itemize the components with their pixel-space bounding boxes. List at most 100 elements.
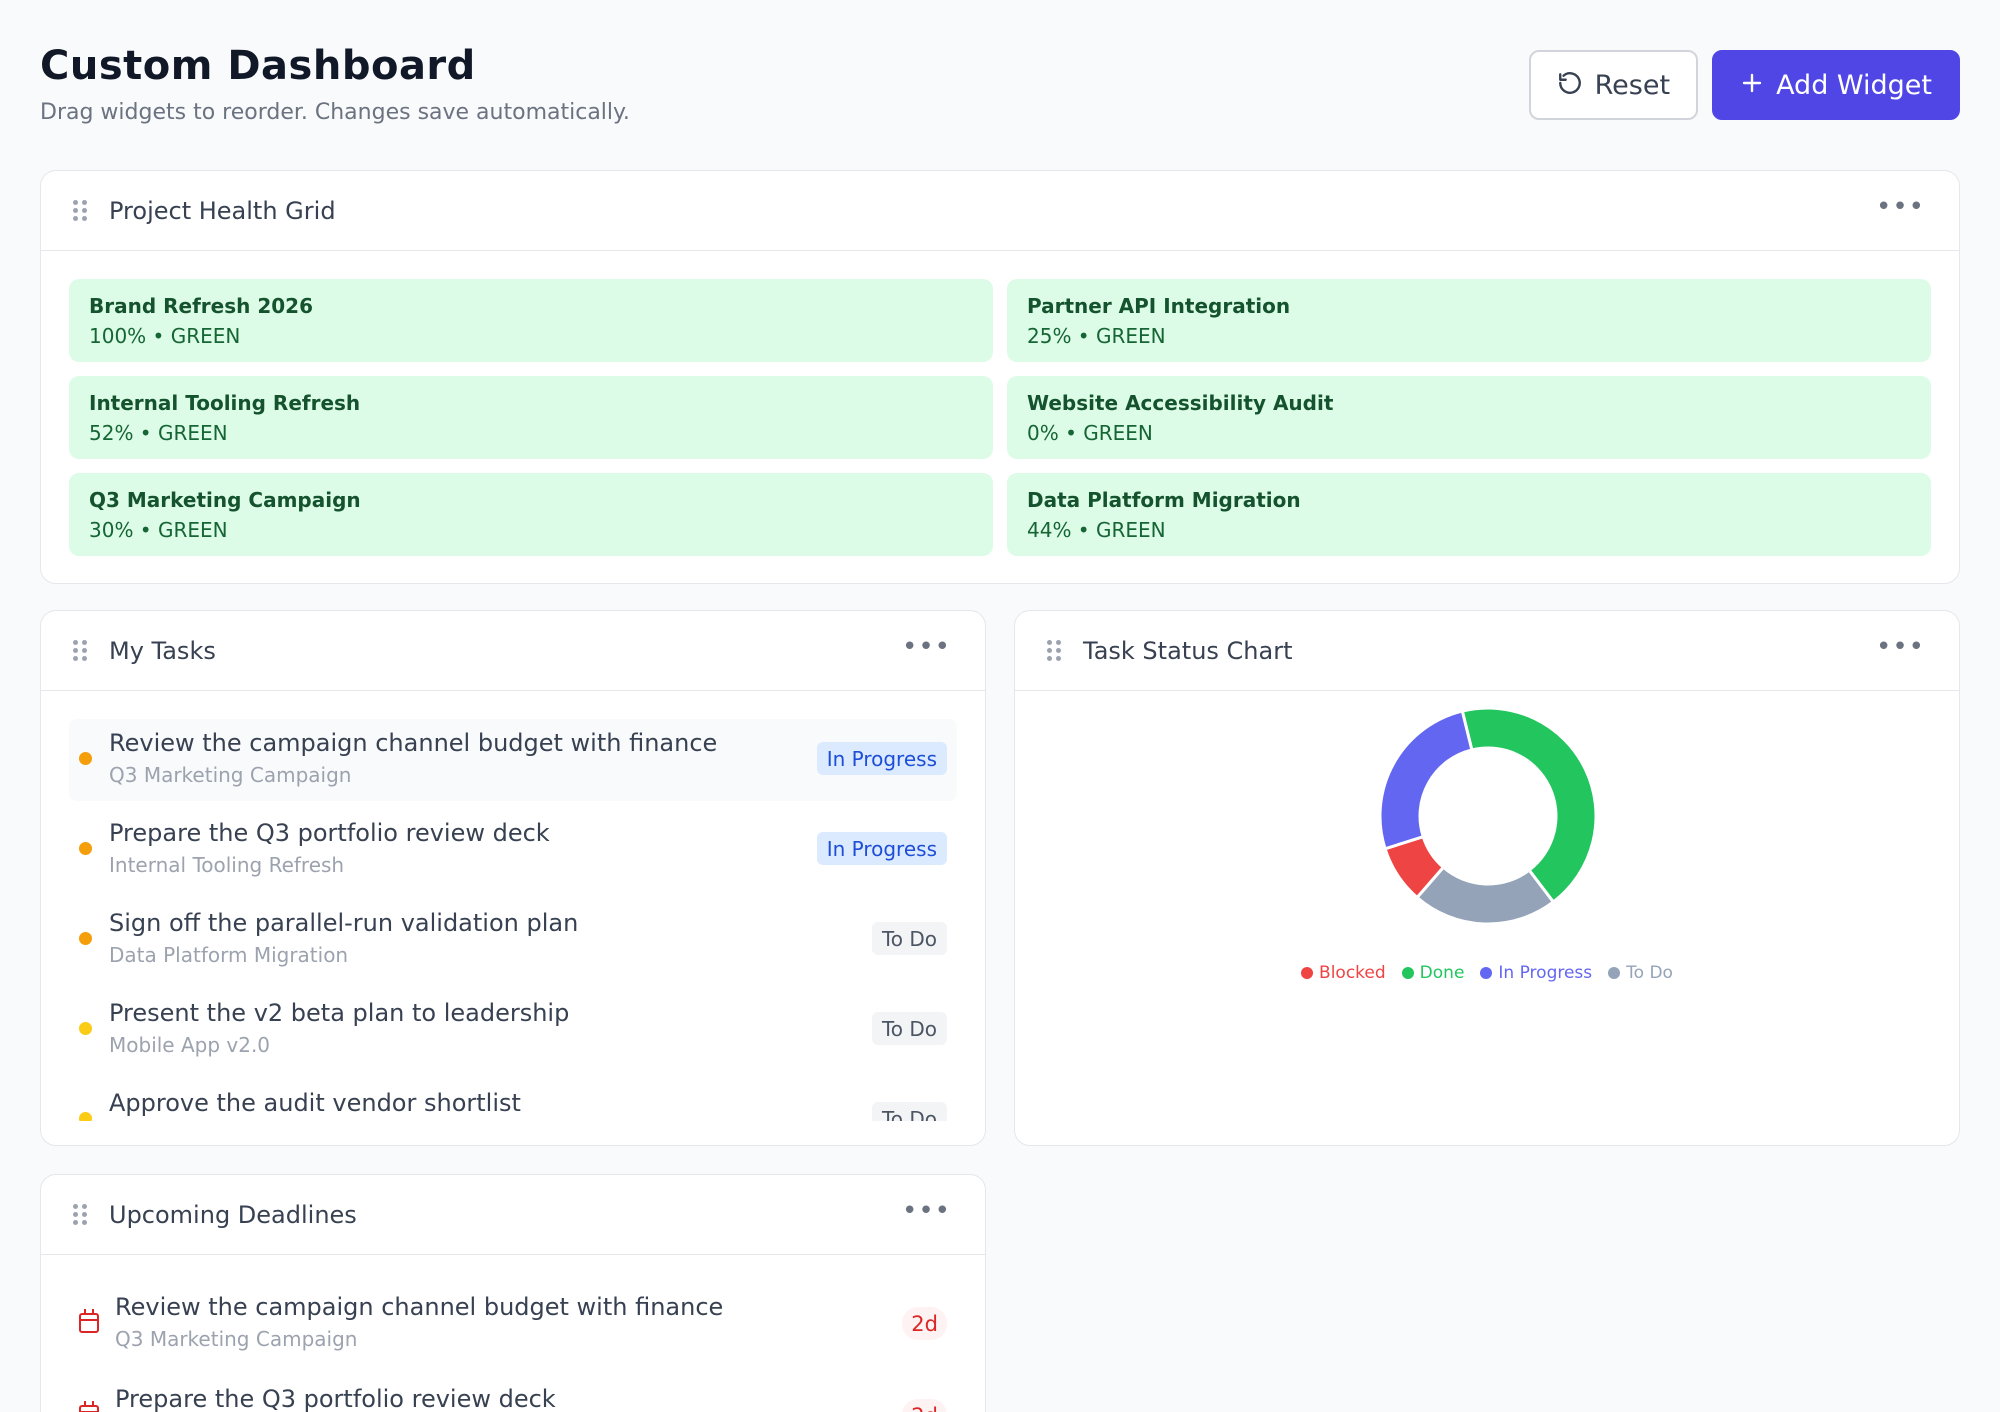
deadline-title: Prepare the Q3 portfolio review deck [115, 1385, 556, 1412]
task-title: Review the campaign channel budget with … [109, 729, 718, 757]
task-status-chart-widget: Task Status Chart ••• Blocked Done In Prog… [1014, 610, 1960, 1146]
page-header: Custom Dashboard Drag widgets to reorder… [40, 40, 1960, 130]
reset-button[interactable]: Reset [1528, 50, 1699, 120]
task-project: Data Platform Migration [109, 943, 349, 967]
status-badge: To Do [871, 1102, 947, 1121]
widget-header: Task Status Chart ••• [1015, 611, 1959, 691]
project-health-widget: Project Health Grid ••• Brand Refresh 20… [40, 170, 1960, 584]
task-title: Approve the audit vendor shortlist [109, 1089, 521, 1117]
more-menu-icon[interactable]: ••• [901, 1196, 951, 1226]
health-grid: Brand Refresh 2026 100% • GREEN Partner A… [69, 279, 1931, 556]
legend-item[interactable]: To Do [1608, 963, 1673, 983]
task-row[interactable]: Approve the audit vendor shortlist To Do [69, 1079, 957, 1121]
calendar-icon [79, 1401, 99, 1412]
more-menu-icon[interactable]: ••• [1875, 632, 1925, 662]
widget-title: My Tasks [109, 636, 216, 665]
health-card[interactable]: Data Platform Migration 44% • GREEN [1007, 473, 1931, 556]
task-title: Present the v2 beta plan to leadership [109, 999, 570, 1027]
deadline-title: Review the campaign channel budget with … [115, 1293, 724, 1321]
donut-slice-done[interactable] [1460, 706, 1598, 905]
donut-chart [1378, 706, 1598, 926]
drag-handle-icon[interactable] [73, 639, 87, 662]
reset-button-label: Reset [1594, 69, 1671, 101]
task-project: Internal Tooling Refresh [109, 853, 345, 877]
deadline-list: Review the campaign channel budget with … [69, 1283, 957, 1412]
priority-dot [79, 932, 92, 945]
health-card[interactable]: Brand Refresh 2026 100% • GREEN [69, 279, 993, 362]
task-row[interactable]: Prepare the Q3 portfolio review deck Int… [69, 809, 957, 891]
legend-label: Done [1419, 963, 1465, 983]
donut-slice-in-progress[interactable] [1378, 709, 1474, 851]
task-project: Q3 Marketing Campaign [109, 763, 352, 787]
health-card-meta: 0% • GREEN [1027, 421, 1153, 445]
deadline-row[interactable]: Review the campaign channel budget with … [69, 1283, 957, 1375]
status-badge: In Progress [816, 832, 947, 865]
refresh-icon [1557, 70, 1583, 101]
status-badge: To Do [871, 1012, 947, 1045]
upcoming-deadlines-widget: Upcoming Deadlines ••• Review the campai… [40, 1174, 986, 1412]
legend-swatch [1401, 967, 1414, 979]
status-badge: To Do [871, 922, 947, 955]
plus-icon [1740, 71, 1764, 100]
health-card-meta: 30% • GREEN [89, 518, 228, 542]
task-row[interactable]: Sign off the parallel-run validation pla… [69, 899, 957, 981]
legend-swatch [1608, 967, 1621, 979]
health-card[interactable]: Q3 Marketing Campaign 30% • GREEN [69, 473, 993, 556]
legend-label: In Progress [1498, 963, 1593, 983]
health-card-name: Data Platform Migration [1027, 488, 1301, 512]
my-tasks-widget: My Tasks ••• Review the campaign channel… [40, 610, 986, 1146]
legend-label: To Do [1626, 963, 1673, 983]
legend-swatch [1301, 967, 1314, 979]
drag-handle-icon[interactable] [73, 199, 87, 222]
health-card-name: Brand Refresh 2026 [89, 294, 313, 318]
drag-handle-icon[interactable] [73, 1203, 87, 1226]
add-widget-button-label: Add Widget [1776, 69, 1932, 101]
due-badge: 2d [902, 1399, 947, 1412]
calendar-icon [79, 1309, 99, 1333]
widget-header: Project Health Grid ••• [41, 171, 1959, 251]
status-badge: In Progress [816, 742, 947, 775]
health-card-meta: 52% • GREEN [89, 421, 228, 445]
widget-title: Project Health Grid [109, 196, 336, 225]
more-menu-icon[interactable]: ••• [901, 632, 951, 662]
deadline-row[interactable]: Prepare the Q3 portfolio review deck 2d [69, 1375, 957, 1412]
page-title: Custom Dashboard [40, 43, 476, 89]
health-card[interactable]: Internal Tooling Refresh 52% • GREEN [69, 376, 993, 459]
health-card[interactable]: Website Accessibility Audit 0% • GREEN [1007, 376, 1931, 459]
priority-dot [79, 842, 92, 855]
widget-title: Task Status Chart [1083, 636, 1293, 665]
task-list: Review the campaign channel budget with … [69, 719, 957, 1121]
legend-swatch [1480, 967, 1493, 979]
due-badge: 2d [902, 1307, 947, 1340]
legend-item[interactable]: Blocked [1301, 963, 1386, 983]
chart-legend: Blocked Done In Progress To Do [1015, 963, 1959, 983]
header-actions: Reset Add Widget [1528, 50, 1960, 120]
widget-header: My Tasks ••• [41, 611, 985, 691]
priority-dot [79, 752, 92, 765]
add-widget-button[interactable]: Add Widget [1712, 50, 1960, 120]
deadline-project: Q3 Marketing Campaign [115, 1327, 358, 1351]
task-title: Sign off the parallel-run validation pla… [109, 909, 579, 937]
task-row[interactable]: Present the v2 beta plan to leadership M… [69, 989, 957, 1071]
health-card-name: Q3 Marketing Campaign [89, 488, 361, 512]
widget-title: Upcoming Deadlines [109, 1200, 357, 1229]
chart-area: Blocked Done In Progress To Do [1015, 691, 1959, 1145]
priority-dot [79, 1112, 92, 1121]
health-card-name: Partner API Integration [1027, 294, 1291, 318]
page-subtitle: Drag widgets to reorder. Changes save au… [40, 100, 630, 125]
legend-item[interactable]: In Progress [1480, 963, 1592, 983]
health-card[interactable]: Partner API Integration 25% • GREEN [1007, 279, 1931, 362]
health-card-name: Internal Tooling Refresh [89, 391, 361, 415]
health-card-name: Website Accessibility Audit [1027, 391, 1334, 415]
health-card-meta: 25% • GREEN [1027, 324, 1166, 348]
legend-label: Blocked [1319, 963, 1386, 983]
widget-header: Upcoming Deadlines ••• [41, 1175, 985, 1255]
health-card-meta: 44% • GREEN [1027, 518, 1166, 542]
task-row[interactable]: Review the campaign channel budget with … [69, 719, 957, 801]
health-card-meta: 100% • GREEN [89, 324, 241, 348]
legend-item[interactable]: Done [1401, 963, 1465, 983]
drag-handle-icon[interactable] [1047, 639, 1061, 662]
more-menu-icon[interactable]: ••• [1875, 192, 1925, 222]
priority-dot [79, 1022, 92, 1035]
task-title: Prepare the Q3 portfolio review deck [109, 819, 550, 847]
